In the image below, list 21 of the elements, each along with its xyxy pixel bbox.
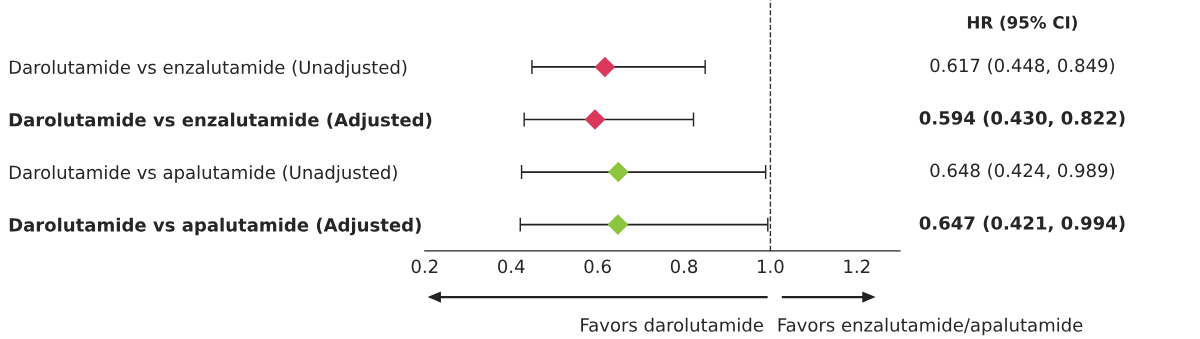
x-tick-label: 0.6: [584, 259, 611, 274]
text: 0.594 (0.430, 0.822): [919, 110, 1125, 128]
point: [594, 56, 616, 78]
point: [607, 214, 629, 235]
text: 0.647 (0.421, 0.994): [919, 215, 1125, 233]
x-tick-label: 1.0: [758, 259, 784, 274]
text: Favors enzalutamide/apalutamide: [778, 317, 1083, 336]
x-tick-label: 0.4: [498, 259, 525, 274]
x-tick-label: 0.2: [411, 259, 438, 274]
y-tick-label: Darolutamide vs apalutamide (Unadjusted): [9, 165, 397, 183]
text: HR (95% CI): [967, 15, 1077, 31]
text: 0.617 (0.448, 0.849): [930, 58, 1115, 75]
text: 0.648 (0.424, 0.989): [930, 163, 1115, 180]
y-tick-label: Darolutamide vs enzalutamide (Adjusted): [9, 112, 432, 131]
text: Favors darolutamide: [581, 317, 763, 332]
y-tick-label: Darolutamide vs apalutamide (Adjusted): [9, 217, 421, 236]
point: [584, 109, 606, 130]
x-tick-label: 0.8: [670, 259, 698, 274]
y-tick-label: Darolutamide vs enzalutamide (Unadjusted): [9, 60, 407, 78]
point: [608, 161, 629, 183]
x-tick-label: 1.2: [844, 259, 870, 273]
